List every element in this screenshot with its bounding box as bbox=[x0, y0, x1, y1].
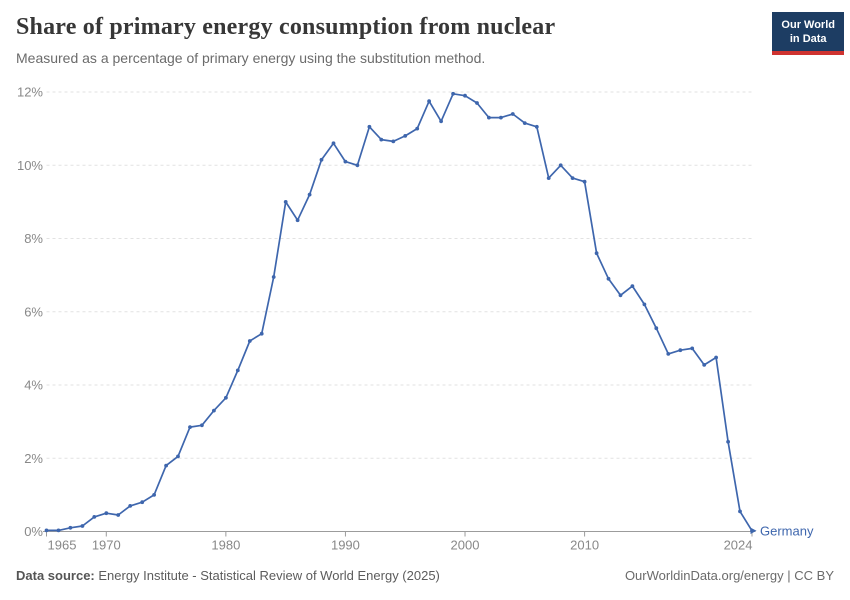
x-tick-label: 1990 bbox=[331, 538, 360, 553]
y-tick-label: 4% bbox=[24, 378, 43, 393]
data-point bbox=[295, 218, 300, 223]
x-axis bbox=[43, 531, 756, 537]
data-point bbox=[307, 192, 312, 197]
x-tick-label: 2000 bbox=[451, 538, 480, 553]
data-point bbox=[343, 159, 348, 164]
data-point bbox=[630, 284, 635, 288]
x-tick-label: 1970 bbox=[92, 538, 121, 553]
data-point bbox=[271, 275, 276, 279]
data-point bbox=[200, 423, 204, 428]
data-point bbox=[451, 91, 455, 96]
data-point bbox=[355, 163, 360, 168]
data-point bbox=[259, 331, 264, 336]
data-point bbox=[140, 500, 145, 505]
y-tick-label: 10% bbox=[17, 158, 43, 173]
data-point bbox=[44, 528, 49, 533]
y-axis-labels: 0% 2% 4% 6% 8% 10% 12% bbox=[17, 85, 43, 540]
data-point bbox=[594, 251, 599, 256]
data-point bbox=[128, 504, 133, 508]
x-tick-label: 1965 bbox=[48, 538, 77, 553]
data-point bbox=[499, 115, 503, 120]
y-tick-label: 0% bbox=[24, 524, 43, 539]
data-point bbox=[164, 463, 169, 468]
owid-logo-line2: in Data bbox=[789, 33, 827, 46]
data-point bbox=[678, 348, 683, 353]
x-tick-label: 1980 bbox=[211, 538, 240, 553]
data-point bbox=[546, 176, 551, 181]
data-point bbox=[606, 276, 611, 281]
data-point bbox=[487, 115, 491, 120]
gridlines bbox=[46, 91, 752, 459]
data-point bbox=[439, 119, 443, 124]
chart-footer: Data source: Energy Institute - Statisti… bbox=[16, 568, 834, 583]
data-point bbox=[319, 157, 324, 162]
entity-label[interactable]: Germany bbox=[760, 523, 814, 538]
data-point bbox=[176, 454, 180, 459]
y-tick-label: 8% bbox=[24, 231, 43, 246]
data-point bbox=[283, 200, 288, 204]
data-point bbox=[702, 363, 707, 367]
data-point bbox=[367, 124, 372, 129]
data-source-text: Energy Institute - Statistical Review of… bbox=[94, 568, 440, 583]
data-point bbox=[654, 326, 659, 331]
page-title: Share of primary energy consumption from… bbox=[16, 14, 556, 40]
data-point bbox=[415, 126, 420, 131]
y-tick-label: 2% bbox=[24, 451, 43, 466]
data-point bbox=[331, 141, 336, 146]
x-axis-labels: 1965 1970 1980 1990 2000 2010 2024 bbox=[48, 538, 753, 553]
data-point bbox=[690, 346, 695, 351]
data-point bbox=[379, 137, 384, 142]
data-point bbox=[92, 515, 97, 519]
data-point bbox=[738, 509, 742, 514]
data-point bbox=[510, 112, 515, 116]
data-source-label: Data source: bbox=[16, 568, 95, 583]
data-source: Data source: Energy Institute - Statisti… bbox=[16, 568, 440, 583]
data-point bbox=[714, 355, 718, 360]
owid-logo[interactable]: Our World in Data bbox=[772, 12, 844, 55]
chart-subtitle: Measured as a percentage of primary ener… bbox=[16, 50, 486, 66]
data-point bbox=[68, 525, 73, 530]
series-line bbox=[45, 92, 753, 532]
data-point bbox=[403, 134, 408, 138]
data-point bbox=[522, 121, 527, 125]
data-point bbox=[188, 425, 192, 429]
data-point bbox=[56, 528, 61, 533]
data-point bbox=[534, 124, 539, 129]
data-point bbox=[391, 139, 396, 144]
data-point bbox=[235, 368, 240, 373]
data-point bbox=[152, 493, 157, 497]
data-point bbox=[570, 176, 575, 181]
y-tick-label: 12% bbox=[17, 85, 43, 100]
data-point bbox=[247, 339, 252, 343]
data-point bbox=[475, 101, 479, 105]
data-point bbox=[558, 163, 563, 168]
data-point bbox=[212, 408, 216, 413]
y-tick-label: 6% bbox=[24, 304, 43, 319]
data-point bbox=[104, 511, 109, 516]
data-point bbox=[463, 93, 467, 98]
license-link[interactable]: OurWorldinData.org/energy | CC BY bbox=[624, 568, 834, 583]
data-point bbox=[224, 395, 228, 400]
data-point bbox=[642, 302, 647, 307]
data-point bbox=[80, 524, 85, 528]
data-point bbox=[116, 513, 121, 517]
data-point bbox=[726, 439, 730, 444]
line-end-arrow-icon bbox=[750, 527, 757, 534]
data-point bbox=[666, 352, 671, 356]
x-tick-label: 2024 bbox=[724, 538, 753, 553]
data-point bbox=[582, 179, 587, 184]
x-tick-label: 2010 bbox=[570, 538, 599, 553]
data-point bbox=[618, 293, 623, 298]
data-point bbox=[427, 99, 431, 104]
owid-logo-line1: Our World bbox=[781, 19, 835, 31]
